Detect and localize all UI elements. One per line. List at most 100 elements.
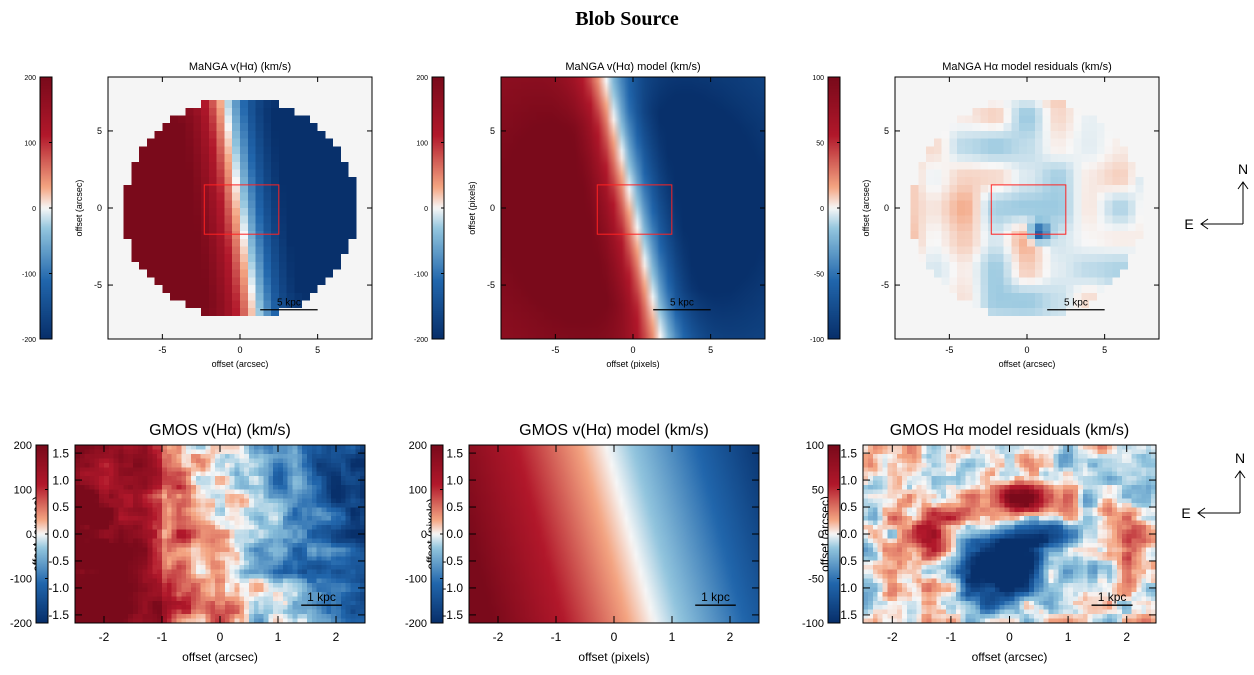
y-tick-label: 0	[490, 203, 495, 213]
compass-east-label: E	[1184, 216, 1193, 232]
heatmap-image	[501, 77, 765, 339]
x-tick-label: 0	[1024, 345, 1029, 355]
panel-1: -5 0 5 -5 0 5 offset (arcsec) offset (arcsec) Ma…	[22, 61, 373, 369]
panel-6: -2 -1 0 1 2 -1.5 -1.0 -0.5 0.0 0.5 1.0 1.5 offset (a…	[802, 422, 1157, 664]
colorbar-tick-label: 0	[818, 529, 824, 541]
y-tick-label: -0.5	[442, 554, 463, 568]
y-tick-label: -5	[94, 280, 102, 290]
y-tick-label: 1.0	[446, 473, 463, 487]
y-tick-label: 0.5	[840, 500, 857, 514]
scale-bar-label: 5 kpc	[1064, 298, 1088, 309]
x-axis-label: offset (arcsec)	[999, 359, 1056, 369]
colorbar-tick-label: 50	[812, 485, 824, 497]
y-axis-label: offset (pixels)	[467, 181, 477, 234]
x-tick-label: -5	[158, 345, 166, 355]
y-tick-label: 1.5	[52, 446, 69, 460]
colorbar-tick-label: -200	[10, 618, 32, 630]
compass-top: NE	[1184, 161, 1249, 232]
compass-bottom: NE	[1181, 450, 1246, 521]
colorbar-tick-label: 200	[416, 75, 428, 82]
y-tick-label: 0.0	[52, 527, 69, 541]
x-tick-label: 0	[630, 345, 635, 355]
compass-north-label: N	[1238, 161, 1248, 177]
heatmap-image	[895, 77, 1159, 339]
colorbar-tick-label: -100	[10, 574, 32, 586]
panel-4: -2 -1 0 1 2 -1.5 -1.0 -0.5 0.0 0.5 1.0 1.5 offset (a…	[10, 422, 366, 664]
colorbar-tick-label: 100	[806, 440, 824, 452]
x-tick-label: 5	[708, 345, 713, 355]
north-arrowhead	[1234, 470, 1246, 479]
colorbar-tick-label: 100	[416, 141, 428, 148]
y-tick-label: 5	[884, 126, 889, 136]
panel-title: GMOS v(Hα) (km/s)	[149, 422, 291, 439]
heatmap-image	[469, 445, 759, 623]
x-tick-label: -1	[551, 630, 562, 644]
x-tick-label: 1	[669, 630, 676, 644]
x-tick-label: -5	[551, 345, 559, 355]
colorbar-tick-label: 100	[409, 485, 427, 497]
x-tick-label: 0	[217, 630, 224, 644]
x-tick-label: 2	[727, 630, 734, 644]
x-tick-label: -1	[157, 630, 168, 644]
y-tick-label: -1.0	[442, 581, 463, 595]
y-tick-label: 1.0	[840, 473, 857, 487]
north-arrowhead	[1237, 181, 1249, 190]
compass-east-label: E	[1181, 505, 1190, 521]
colorbar-tick-label: -100	[802, 618, 824, 630]
x-tick-label: 1	[275, 630, 282, 644]
panel-title: GMOS v(Hα) model (km/s)	[519, 422, 709, 439]
x-tick-label: 2	[1123, 630, 1130, 644]
y-axis-label: offset (arcsec)	[74, 180, 84, 237]
colorbar-tick-label: -50	[808, 574, 824, 586]
colorbar-tick-label: 200	[409, 440, 427, 452]
y-tick-label: -0.5	[836, 554, 857, 568]
scale-bar-label: 1 kpc	[1098, 590, 1127, 604]
panel-title: MaNGA v(Hα) (km/s)	[189, 61, 291, 73]
zoom-region-box	[596, 184, 673, 235]
scale-bar-label: 1 kpc	[701, 590, 730, 604]
x-tick-label: 0	[237, 345, 242, 355]
y-tick-label: -1.5	[836, 608, 857, 622]
y-tick-label: -5	[487, 280, 495, 290]
x-tick-label: -2	[99, 630, 110, 644]
figure-title: Blob Source	[575, 8, 679, 30]
x-axis-label: offset (pixels)	[606, 359, 659, 369]
x-tick-label: 5	[1102, 345, 1107, 355]
colorbar-tick-label: -100	[810, 337, 824, 344]
y-tick-label: -0.5	[48, 554, 69, 568]
compass-north-label: N	[1235, 450, 1245, 466]
x-tick-label: -1	[946, 630, 957, 644]
colorbar-tick-label: 0	[26, 529, 32, 541]
heatmap-image	[108, 77, 372, 339]
scale-bar-label: 5 kpc	[277, 298, 301, 309]
colorbar-tick-label: 0	[421, 529, 427, 541]
colorbar-tick-label: 100	[812, 75, 824, 82]
y-tick-label: 0.0	[840, 527, 857, 541]
panel-title: GMOS Hα model residuals (km/s)	[890, 422, 1130, 439]
colorbar-tick-label: -200	[414, 337, 428, 344]
scale-bar-label: 1 kpc	[307, 590, 336, 604]
panel-title: MaNGA Hα model residuals (km/s)	[942, 61, 1112, 73]
x-tick-label: -5	[945, 345, 953, 355]
x-axis-label: offset (arcsec)	[182, 650, 258, 664]
colorbar-tick-label: -100	[405, 574, 427, 586]
x-axis-label: offset (arcsec)	[972, 650, 1048, 664]
colorbar-tick-label: -100	[414, 272, 428, 279]
colorbar-tick-label: 100	[14, 485, 32, 497]
zoom-region-box	[203, 184, 280, 235]
x-tick-label: 0	[1006, 630, 1013, 644]
zoom-region-box	[990, 184, 1067, 235]
scale-bar-label: 5 kpc	[670, 298, 694, 309]
y-tick-label: -1.5	[48, 608, 69, 622]
y-tick-label: 1.5	[446, 446, 463, 460]
y-tick-label: 0	[884, 203, 889, 213]
x-axis-label: offset (pixels)	[578, 650, 649, 664]
y-tick-label: 5	[490, 126, 495, 136]
y-tick-label: -5	[881, 280, 889, 290]
x-tick-label: 5	[315, 345, 320, 355]
y-tick-label: 0	[97, 203, 102, 213]
y-tick-label: 0.5	[52, 500, 69, 514]
colorbar-tick-label: -200	[405, 618, 427, 630]
colorbar-tick-label: 0	[32, 206, 36, 213]
x-tick-label: -2	[887, 630, 898, 644]
